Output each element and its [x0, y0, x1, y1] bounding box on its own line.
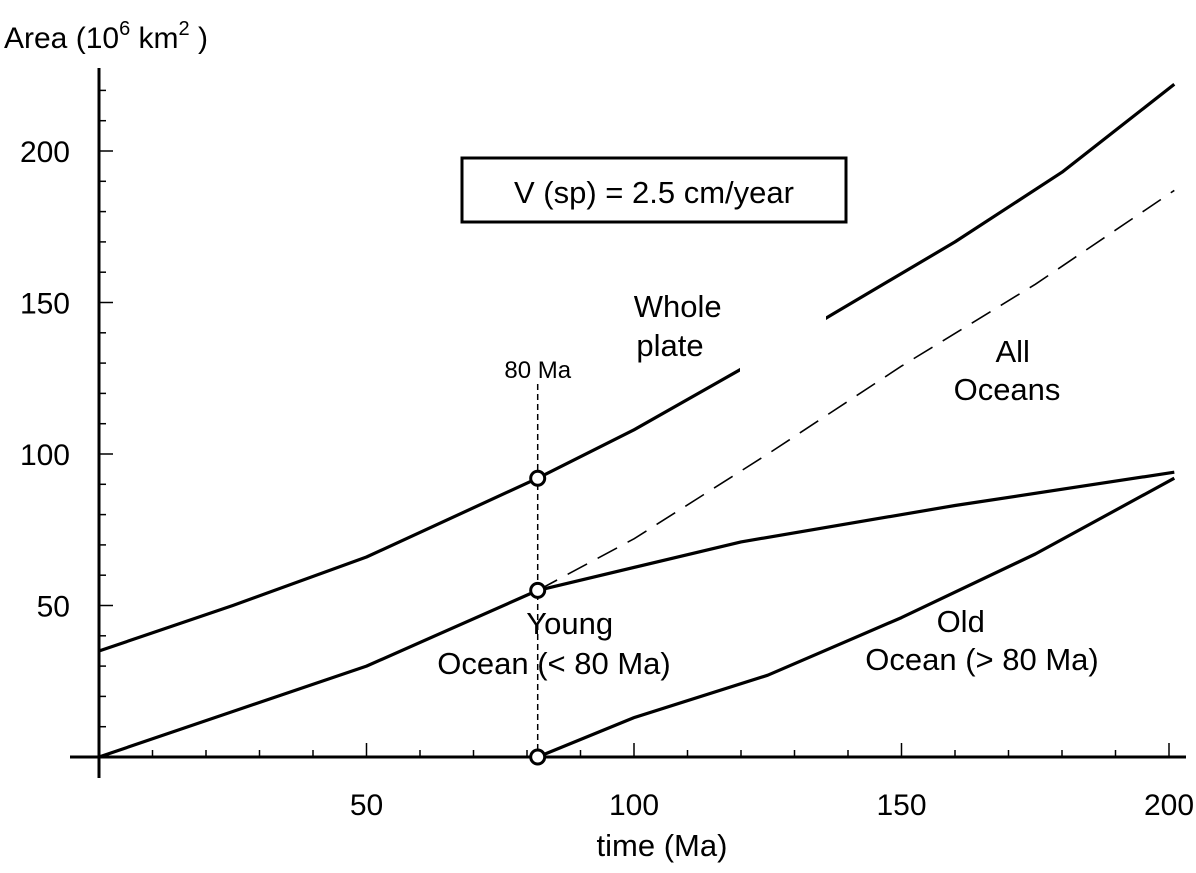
- annotation-whole-plate: Whole plate: [634, 289, 731, 363]
- x-tick-label: 100: [609, 789, 659, 822]
- spreading-rate-box-frame: [460, 156, 848, 224]
- marker-points: [529, 469, 547, 766]
- x-tick-label: 50: [350, 789, 383, 822]
- x-tick-label: 150: [876, 789, 926, 822]
- annotation-young-ocean-line2: Ocean (< 80 Ma): [437, 646, 670, 681]
- annotation-young-ocean-line1: Young: [526, 606, 613, 641]
- marker-80ma-label: 80 Ma: [504, 357, 571, 384]
- annotation-all-oceans-line2: Oceans: [954, 372, 1061, 407]
- y-tick-label: 150: [20, 288, 70, 321]
- series-line-3: [537, 476, 1176, 759]
- y-axis-label-exp1: 6: [119, 18, 130, 40]
- y-tick-label: 100: [20, 439, 70, 472]
- axis-ticks: 50 100 150 200 50 100 150 200: [20, 89, 1194, 822]
- y-axis-label-exp2: 2: [179, 18, 190, 40]
- annotation-all-oceans: All Oceans: [954, 334, 1061, 407]
- series-line-1: [537, 189, 1175, 592]
- y-axis-label-main: Area (10: [4, 22, 119, 55]
- whole-plate-gap-mask: [740, 300, 826, 372]
- annotation-young-ocean: Young Ocean (< 80 Ma): [437, 606, 670, 681]
- annotation-all-oceans-line1: All: [995, 334, 1029, 369]
- y-axis-label: Area (106 km2 ): [4, 18, 208, 55]
- y-tick-label: 200: [20, 136, 70, 169]
- x-tick-label: 200: [1144, 789, 1194, 822]
- series-line-0: [98, 83, 1176, 653]
- annotation-whole-plate-line1: Whole: [634, 289, 722, 324]
- annotation-old-ocean-line1: Old: [937, 604, 985, 639]
- y-tick-label: 50: [37, 591, 70, 624]
- data-point-0: [529, 469, 547, 487]
- y-axis-label-end: ): [190, 22, 208, 55]
- series-line-2: [98, 470, 1175, 759]
- data-point-2: [529, 748, 547, 766]
- x-axis-label: time (Ma): [597, 828, 728, 863]
- spreading-rate-text: V (sp) = 2.5 cm/year: [514, 175, 794, 210]
- spreading-rate-box: V (sp) = 2.5 cm/year: [460, 156, 848, 224]
- annotation-old-ocean-line2: Ocean (> 80 Ma): [865, 642, 1098, 677]
- data-point-1: [529, 581, 547, 599]
- annotation-old-ocean: Old Ocean (> 80 Ma): [865, 604, 1098, 677]
- y-axis-label-mid: km: [130, 22, 178, 55]
- annotation-whole-plate-line2: plate: [636, 328, 703, 363]
